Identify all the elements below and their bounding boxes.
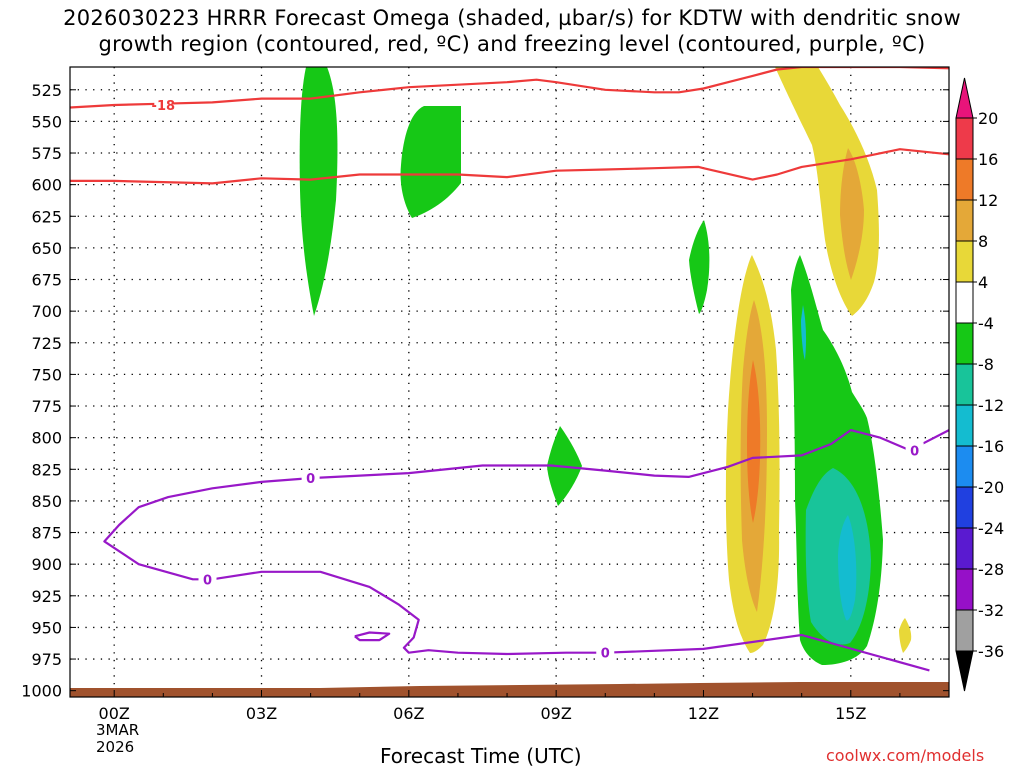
date-label-day: 3MAR (96, 721, 140, 739)
x-axis-time: 00Z 03Z 06Z 09Z 12Z 15Z (99, 690, 950, 723)
x-tick-label-15Z: 15Z (835, 704, 866, 723)
colorbar-label-1: 16 (978, 150, 998, 169)
x-tick-label-06Z: 06Z (393, 704, 424, 723)
contour-line-3 (354, 631, 391, 642)
contour-label-bg-2-3 (905, 442, 924, 459)
x-tick-label-12Z: 12Z (688, 704, 719, 723)
contour-label-2-3: 0 (910, 444, 919, 459)
chart-title-line1: 2026030223 HRRR Forecast Omega (shaded, … (63, 6, 961, 30)
contour-label-bg-0-0 (154, 96, 173, 113)
contour-line-0 (70, 67, 949, 109)
colorbar-top-arrow (955, 77, 974, 119)
omega-region-13z-dark-orange (747, 360, 761, 523)
contour-label-2-0: 0 (306, 472, 315, 487)
omega-region-14z-cyan-sliver (801, 305, 807, 360)
omega-region-15z-upper-orange (840, 148, 864, 280)
y-tick-label-525: 525 (31, 81, 62, 100)
colorbar-label-4: 4 (978, 273, 988, 292)
colorbar-label-2: 12 (978, 191, 998, 210)
y-tick-label-700: 700 (31, 302, 62, 321)
omega-region-03z-upper (299, 67, 338, 316)
colorbar-label-3: 8 (978, 232, 988, 251)
y-tick-label-900: 900 (31, 555, 62, 574)
omega-region-12z-upper (689, 220, 710, 314)
colorbar-band-7 (955, 404, 974, 447)
y-tick-label-600: 600 (31, 176, 62, 195)
colorbar-band-5 (955, 322, 974, 365)
y-tick-label-750: 750 (31, 365, 62, 384)
colorbar-band-6 (955, 363, 974, 406)
contour-label-2-2: 0 (601, 647, 610, 662)
y-tick-label-650: 650 (31, 239, 62, 258)
x-tick-label-00Z: 00Z (99, 704, 130, 723)
contour-labels: -18 0 0 0 0 (152, 96, 924, 662)
y-tick-label-675: 675 (31, 271, 62, 290)
y-tick-label-775: 775 (31, 397, 62, 416)
omega-region-06z-upper (400, 106, 461, 218)
source-credit[interactable]: coolwx.com/models (826, 746, 985, 765)
colorbar-band-3 (955, 240, 974, 283)
colorbar-band-0 (955, 117, 974, 160)
x-tick-label-03Z: 03Z (246, 704, 277, 723)
colorbar-label-7: -12 (978, 396, 1004, 415)
contour-label-bg-2-2 (596, 644, 615, 661)
contour-label-2-1: 0 (203, 573, 212, 588)
y-tick-label-825: 825 (31, 460, 62, 479)
colorbar-label-13: -36 (978, 642, 1004, 661)
colorbar-label-12: -32 (978, 601, 1004, 620)
contour-label-bg-2-1 (198, 571, 217, 588)
y-tick-label-925: 925 (31, 587, 62, 606)
colorbar-band-10 (955, 527, 974, 570)
y-tick-label-725: 725 (31, 334, 62, 353)
colorbar-label-9: -20 (978, 478, 1004, 497)
y-tick-label-850: 850 (31, 492, 62, 511)
contour-line-2 (103, 429, 949, 672)
colorbar-label-8: -16 (978, 437, 1004, 456)
y-tick-label-975: 975 (31, 650, 62, 669)
terrain-surface (70, 682, 949, 697)
x-tick-label-09Z: 09Z (540, 704, 571, 723)
y-tick-label-1000: 1000 (21, 682, 62, 701)
colorbar-label-0: 20 (978, 109, 998, 128)
omega-region-16z-yellow (899, 618, 912, 653)
y-tick-label-800: 800 (31, 429, 62, 448)
colorbar-band-12 (955, 609, 974, 652)
colorbar-bottom-arrow (955, 650, 974, 692)
colorbar-band-11 (955, 568, 974, 611)
y-tick-label-625: 625 (31, 207, 62, 226)
date-label-year: 2026 (96, 738, 135, 756)
contour-line-1 (70, 148, 949, 185)
colorbar-band-1 (955, 158, 974, 201)
y-tick-label-950: 950 (31, 618, 62, 637)
omega-region-15z-cyan (838, 515, 857, 621)
colorbar-band-8 (955, 445, 974, 488)
colorbar-band-9 (955, 486, 974, 529)
y-tick-label-875: 875 (31, 524, 62, 543)
colorbar-label-10: -24 (978, 519, 1004, 538)
plot-frame (69, 66, 950, 698)
omega-colorbar: 20 16 12 8 4 -4 -8 -12 -16 -20 -24 -28 -32 -36 (955, 77, 1004, 692)
contour-lines (70, 67, 949, 672)
colorbar-band-2 (955, 199, 974, 242)
colorbar-label-6: -8 (978, 355, 994, 374)
y-tick-label-550: 550 (31, 112, 62, 131)
colorbar-band-4 (955, 281, 974, 324)
chart-title-line2: growth region (contoured, red, ºC) and f… (98, 32, 926, 56)
contour-label-0-0: -18 (152, 99, 176, 114)
y-axis-pressure: 525 550 575 600 625 650 675 700 725 750 775 800 825 8… (21, 81, 949, 701)
contour-label-bg-2-0 (301, 470, 320, 487)
colorbar-label-5: -4 (978, 314, 994, 333)
y-tick-label-575: 575 (31, 144, 62, 163)
x-axis-title: Forecast Time (UTC) (380, 744, 582, 768)
colorbar-label-11: -28 (978, 560, 1004, 579)
omega-shading (70, 67, 949, 697)
